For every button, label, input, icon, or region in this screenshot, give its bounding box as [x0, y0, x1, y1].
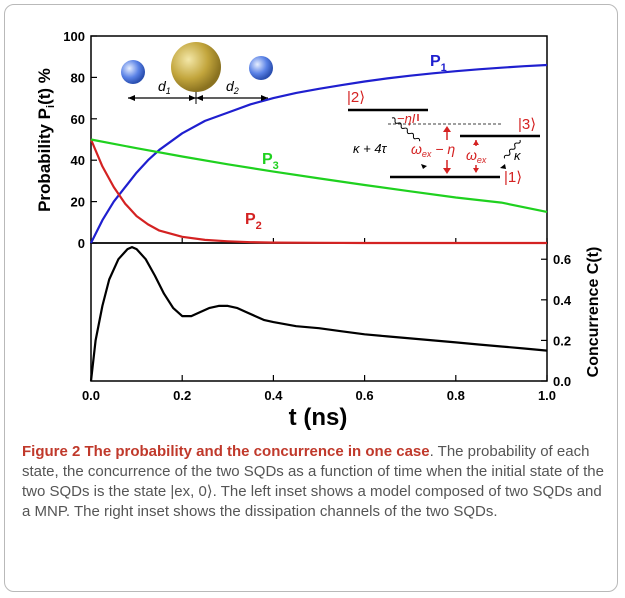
inset-sqd-mnp-model: d1 d2	[121, 42, 273, 104]
top-y-tick-label: 80	[71, 70, 85, 85]
decay-rate-right-label: κ	[514, 148, 522, 163]
figure-caption: Figure 2 The probability and the concurr…	[22, 442, 607, 522]
sqd-left-sphere	[121, 60, 145, 84]
state-1-label: |1⟩	[504, 169, 522, 186]
distance-d1-label: d1	[158, 78, 171, 96]
x-tick-label: 0.8	[447, 388, 465, 403]
state-3-label: |3⟩	[518, 116, 536, 133]
decay-rate-left-label: κ + 4τ	[353, 141, 388, 156]
series-line-p3	[90, 138, 548, 213]
x-tick-label: 0.6	[356, 388, 374, 403]
label-p1: P1	[430, 53, 447, 74]
caption-text: . The probability of each state, the con…	[22, 443, 604, 520]
bottom-y-axis-title: Concurrence C(t)	[585, 247, 602, 378]
x-tick-label: 1.0	[538, 388, 556, 403]
top-y-tick-label: 0	[78, 236, 85, 251]
figure-frame	[4, 4, 618, 592]
bottom-y-ticks: 0.0 0.2 0.4 0.6	[541, 252, 572, 389]
omega-label: ωex	[466, 147, 487, 165]
bottom-y-tick-label: 0.6	[553, 252, 571, 267]
bottom-y-tick-label: 0.0	[553, 374, 571, 389]
mnp-sphere	[171, 42, 221, 92]
label-p2: P2	[245, 211, 262, 232]
top-y-tick-label: 100	[63, 29, 85, 44]
bottom-y-tick-label: 0.2	[553, 333, 571, 348]
x-tick-label: 0.2	[173, 388, 191, 403]
distance-d2-label: d2	[226, 78, 239, 96]
inset-dissipation-channels: |2⟩ |3⟩ |1⟩ −ηI ωex − η ωex κ + 4τ κ	[347, 89, 540, 186]
shift-label: −ηI	[397, 111, 416, 126]
top-y-tick-label: 40	[71, 153, 85, 168]
sqd-right-sphere	[249, 56, 273, 80]
state-2-label: |2⟩	[347, 89, 365, 106]
top-y-tick-label: 20	[71, 195, 85, 210]
omega-eta-label: ωex − η	[411, 141, 455, 159]
x-axis-title: t (ns)	[289, 404, 348, 431]
series-line-concurrence	[89, 246, 548, 382]
x-ticks: 0.0 0.2 0.4 0.6 0.8 1.0	[82, 238, 556, 403]
top-y-axis-title: Probability Pi(t) %	[35, 68, 57, 212]
caption-title: Figure 2 The probability and the concurr…	[22, 443, 430, 460]
bottom-y-tick-label: 0.4	[553, 293, 572, 308]
series-layer	[89, 63, 548, 382]
bottom-plot-frame	[90, 242, 548, 382]
series-line-p1	[90, 63, 548, 244]
x-tick-label: 0.0	[82, 388, 100, 403]
label-p3: P3	[262, 151, 279, 172]
series-line-p2	[89, 139, 547, 245]
top-y-tick-label: 60	[71, 112, 85, 127]
top-plot-frame	[90, 35, 548, 244]
x-tick-label: 0.4	[264, 388, 283, 403]
top-y-ticks: 0 20 40 60 80 100	[63, 29, 97, 251]
